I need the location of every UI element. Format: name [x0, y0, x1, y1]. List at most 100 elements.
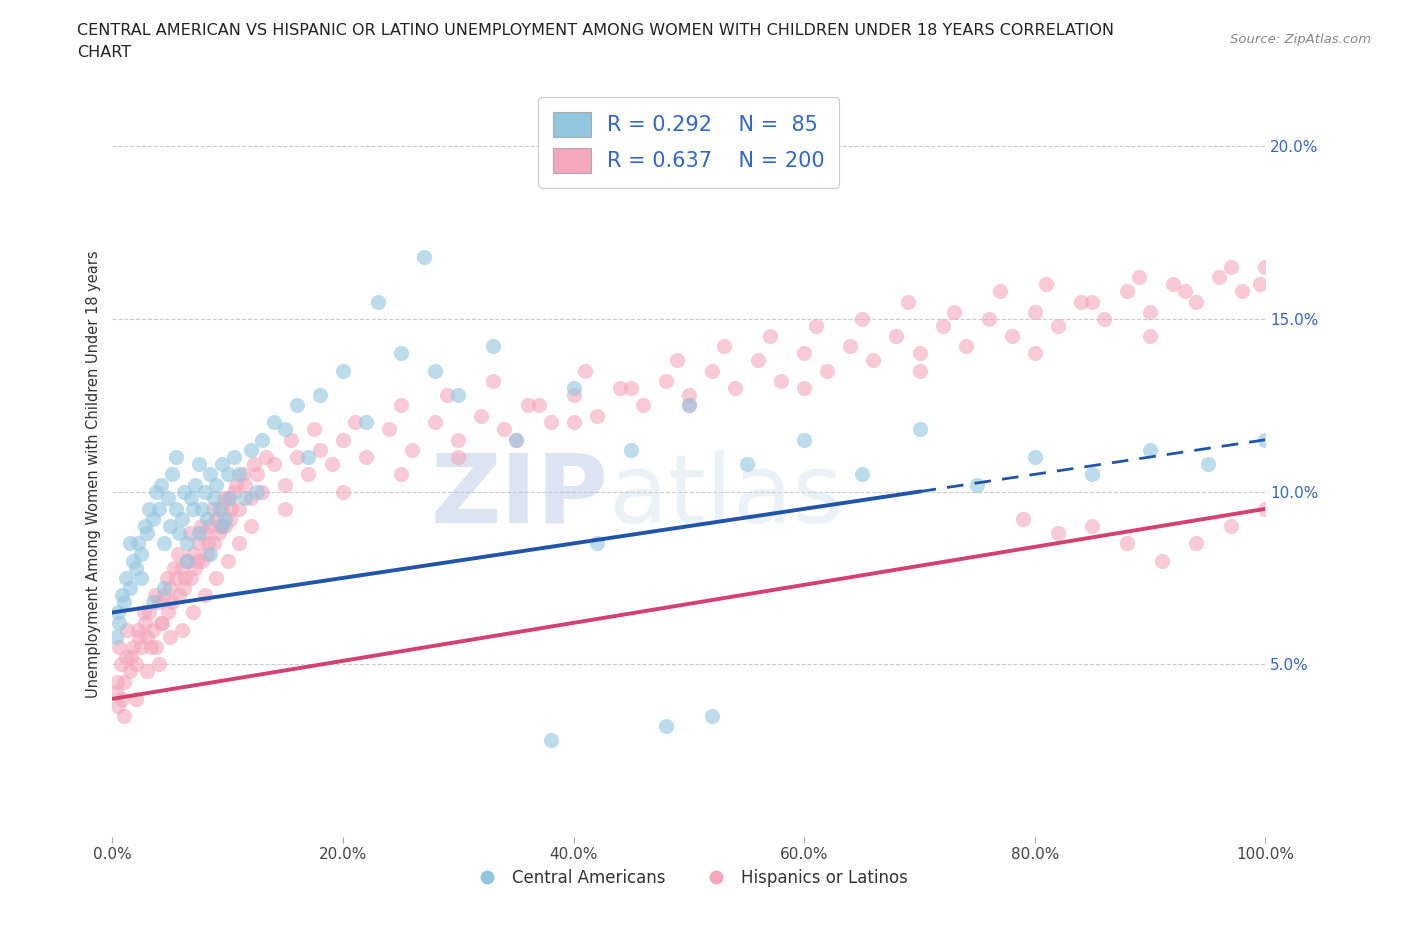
Point — [955, 339, 977, 354]
Point — [181, 546, 204, 561]
Point — [239, 519, 262, 534]
Point — [1024, 449, 1046, 464]
Point — [214, 519, 236, 534]
Point — [354, 415, 377, 430]
Point — [124, 691, 146, 706]
Point — [1197, 457, 1219, 472]
Point — [219, 512, 242, 526]
Point — [110, 657, 132, 671]
Point — [389, 346, 412, 361]
Point — [700, 364, 723, 379]
Point — [165, 501, 187, 516]
Point — [127, 622, 149, 637]
Point — [219, 491, 242, 506]
Point — [447, 388, 470, 403]
Point — [233, 477, 256, 492]
Point — [128, 630, 150, 644]
Point — [378, 422, 401, 437]
Point — [138, 605, 160, 620]
Point — [1219, 259, 1241, 274]
Point — [401, 443, 423, 458]
Point — [181, 501, 204, 516]
Point — [124, 657, 146, 671]
Point — [162, 594, 184, 609]
Point — [156, 605, 179, 620]
Point — [666, 352, 689, 367]
Text: CHART: CHART — [77, 45, 131, 60]
Point — [1012, 512, 1035, 526]
Point — [134, 519, 156, 534]
Point — [274, 501, 297, 516]
Point — [228, 501, 250, 516]
Point — [1208, 270, 1230, 285]
Point — [107, 698, 129, 713]
Point — [159, 630, 181, 644]
Point — [655, 719, 678, 734]
Point — [129, 570, 153, 585]
Point — [112, 709, 135, 724]
Point — [1139, 443, 1161, 458]
Point — [304, 422, 326, 437]
Point — [609, 380, 631, 395]
Point — [165, 449, 187, 464]
Point — [108, 640, 131, 655]
Point — [169, 525, 191, 540]
Point — [222, 449, 245, 464]
Point — [655, 374, 678, 389]
Point — [354, 449, 377, 464]
Point — [1174, 284, 1197, 299]
Point — [263, 457, 285, 472]
Point — [908, 422, 931, 437]
Point — [1254, 259, 1277, 274]
Point — [145, 640, 167, 655]
Point — [862, 352, 884, 367]
Point — [562, 415, 585, 430]
Point — [134, 616, 156, 631]
Point — [205, 570, 228, 585]
Point — [713, 339, 735, 354]
Point — [195, 512, 218, 526]
Point — [136, 630, 159, 644]
Point — [1081, 519, 1104, 534]
Point — [252, 432, 274, 447]
Point — [170, 560, 193, 575]
Point — [678, 388, 700, 403]
Point — [202, 536, 225, 551]
Point — [447, 449, 470, 464]
Point — [233, 491, 256, 506]
Point — [149, 616, 172, 631]
Point — [1046, 318, 1069, 333]
Point — [516, 398, 538, 413]
Point — [217, 553, 239, 568]
Point — [200, 467, 222, 482]
Point — [129, 546, 153, 561]
Point — [620, 443, 643, 458]
Point — [225, 477, 247, 492]
Point — [112, 594, 135, 609]
Point — [274, 422, 297, 437]
Point — [678, 398, 700, 413]
Point — [1128, 270, 1150, 285]
Point — [139, 640, 162, 655]
Point — [173, 581, 195, 596]
Point — [153, 581, 176, 596]
Point — [482, 339, 505, 354]
Point — [170, 622, 193, 637]
Point — [425, 415, 447, 430]
Point — [1161, 277, 1184, 292]
Point — [332, 485, 354, 499]
Point — [1139, 328, 1161, 343]
Point — [132, 605, 155, 620]
Point — [124, 560, 146, 575]
Point — [931, 318, 953, 333]
Point — [804, 318, 827, 333]
Point — [494, 422, 516, 437]
Point — [112, 674, 135, 689]
Point — [246, 467, 269, 482]
Point — [1185, 536, 1208, 551]
Point — [118, 664, 141, 679]
Text: Source: ZipAtlas.com: Source: ZipAtlas.com — [1230, 33, 1371, 46]
Point — [143, 588, 166, 603]
Point — [1139, 304, 1161, 319]
Point — [243, 457, 266, 472]
